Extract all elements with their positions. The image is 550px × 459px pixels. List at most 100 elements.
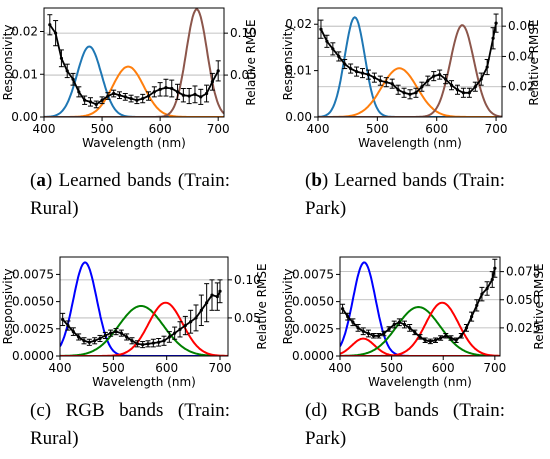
x-axis-label: Wavelength (nm) bbox=[358, 136, 462, 150]
caption-label: (c) bbox=[30, 400, 52, 421]
x-tick-label: 400 bbox=[329, 361, 352, 375]
band-curve-1 bbox=[60, 305, 228, 356]
rmse-point bbox=[480, 292, 484, 296]
y-tick-label: 0.0075 bbox=[292, 267, 334, 281]
rmse-point bbox=[135, 342, 139, 346]
rmse-point bbox=[402, 91, 406, 95]
x-tick-label: 400 bbox=[307, 122, 330, 136]
rmse-point bbox=[397, 320, 401, 324]
rmse-point bbox=[151, 341, 155, 345]
rmse-point bbox=[402, 322, 407, 327]
x-tick-label: 500 bbox=[91, 122, 114, 136]
rmse-point bbox=[48, 23, 52, 27]
rmse-point bbox=[146, 94, 151, 98]
rmse-point bbox=[432, 74, 436, 78]
rmse-point bbox=[494, 21, 498, 25]
rmse-point bbox=[351, 320, 355, 324]
rmse-point bbox=[455, 88, 460, 92]
chart-panel-0: 400 500 600 700 0.00 0.01 0.02 0.05 0.10 Waveleng… bbox=[1, 7, 258, 150]
rmse-point bbox=[473, 85, 477, 89]
axes-frame bbox=[43, 7, 225, 118]
rmse-point bbox=[162, 339, 166, 343]
rmse-point bbox=[378, 79, 382, 83]
x-tick-label: 600 bbox=[155, 361, 178, 375]
rmse-point bbox=[193, 92, 197, 96]
rmse-point bbox=[349, 66, 353, 71]
rmse-point bbox=[485, 286, 489, 291]
rmse-point bbox=[117, 93, 122, 97]
rmse-point bbox=[164, 86, 168, 90]
rmse-point bbox=[346, 315, 350, 319]
rmse-point bbox=[199, 308, 203, 312]
y-axis-label: Responsivity bbox=[281, 269, 295, 345]
caption-text: Learned bands (Train: Park) bbox=[305, 170, 505, 219]
y-tick-label: 0.01 bbox=[285, 64, 312, 78]
rmse-point bbox=[343, 62, 347, 66]
rmse-point bbox=[319, 27, 323, 31]
rmse-point bbox=[390, 82, 394, 86]
rmse-point bbox=[490, 277, 494, 282]
rmse-point bbox=[361, 329, 365, 333]
band-curves bbox=[60, 261, 228, 356]
caption-label: (d) bbox=[305, 400, 328, 421]
rmse-point bbox=[366, 73, 371, 77]
rmse-point bbox=[479, 77, 483, 81]
rmse-point bbox=[152, 90, 156, 94]
x-tick-label: 400 bbox=[49, 361, 72, 375]
y2-tick-label: 0.04 bbox=[508, 49, 535, 63]
rmse-point bbox=[109, 331, 113, 335]
rmse-point bbox=[467, 91, 471, 95]
y-tick-label: 0.00 bbox=[285, 110, 312, 124]
y2-axis-label: Relative RMSE bbox=[255, 263, 269, 349]
y2-tick-label: 0.05 bbox=[234, 311, 261, 325]
rmse-series bbox=[340, 258, 498, 345]
rmse-point bbox=[382, 331, 386, 336]
rmse-point bbox=[371, 334, 376, 338]
rmse-point bbox=[340, 307, 345, 311]
rmse-point bbox=[98, 336, 102, 341]
y-tick-label: 0.00 bbox=[11, 110, 38, 124]
rmse-series bbox=[47, 14, 221, 109]
rmse-point bbox=[125, 335, 129, 339]
rmse-point bbox=[372, 76, 376, 80]
rmse-point bbox=[61, 317, 65, 322]
rmse-point bbox=[408, 326, 412, 330]
rmse-point bbox=[170, 86, 174, 91]
band-curve-2 bbox=[340, 305, 500, 356]
axes-frame bbox=[339, 256, 501, 357]
y2-axis-label: Relative RMSE bbox=[532, 263, 546, 349]
rmse-point bbox=[377, 334, 381, 338]
band-curve-2 bbox=[60, 301, 228, 356]
rmse-line bbox=[341, 268, 496, 343]
y2-tick-label: 0.02 bbox=[508, 80, 535, 94]
rmse-point bbox=[418, 335, 422, 339]
band-curve-2 bbox=[318, 24, 502, 117]
rmse-point bbox=[83, 98, 87, 102]
rmse-point bbox=[123, 95, 127, 99]
x-tick-label: 400 bbox=[33, 122, 56, 136]
rmse-point bbox=[187, 94, 191, 98]
rmse-point bbox=[112, 91, 116, 96]
y-tick-label: 0.02 bbox=[11, 25, 38, 39]
rmse-point bbox=[66, 323, 70, 328]
y2-tick-label: 0.10 bbox=[230, 26, 257, 40]
x-axis-label: Wavelength (nm) bbox=[368, 375, 472, 389]
rmse-point bbox=[408, 92, 412, 96]
x-tick-label: 500 bbox=[380, 361, 403, 375]
caption-d: (d) RGB bands (Train: Park) bbox=[305, 397, 505, 453]
y-tick-label: 0.01 bbox=[11, 67, 38, 81]
rmse-point bbox=[59, 56, 64, 60]
rmse-line bbox=[49, 24, 219, 106]
rmse-point bbox=[449, 336, 453, 340]
rmse-point bbox=[181, 93, 185, 97]
rmse-point bbox=[485, 65, 489, 69]
y2-tick-label: 0.10 bbox=[234, 273, 261, 287]
rmse-point bbox=[337, 54, 341, 59]
y2-tick-label: 0.050 bbox=[506, 293, 540, 307]
x-tick-label: 700 bbox=[485, 122, 508, 136]
caption-text: RGB bands (Train: Park) bbox=[305, 400, 505, 449]
rmse-point bbox=[426, 79, 430, 83]
rmse-point bbox=[167, 335, 171, 339]
rmse-point bbox=[135, 98, 139, 102]
